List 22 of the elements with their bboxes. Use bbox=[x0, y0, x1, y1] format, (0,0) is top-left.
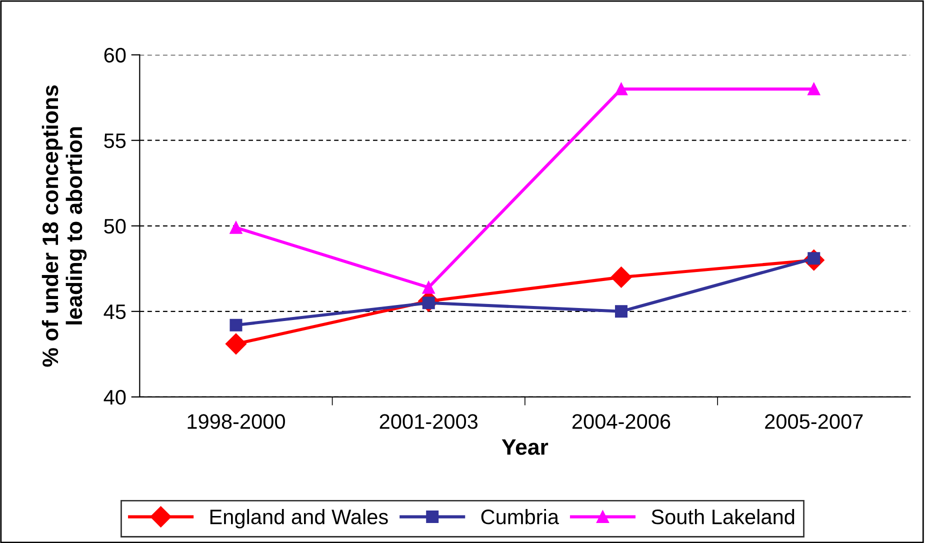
y-tick-label: 50 bbox=[104, 218, 126, 234]
point bbox=[615, 305, 628, 318]
legend-label: Cumbria bbox=[481, 508, 559, 524]
point bbox=[610, 266, 632, 288]
y-axis-title: % of under 18 conceptions leading to abortion bbox=[42, 85, 87, 367]
point bbox=[422, 281, 435, 294]
legend-label: England and Wales bbox=[210, 508, 388, 528]
point bbox=[808, 82, 820, 96]
x-tick-label: 2005-2007 bbox=[765, 414, 863, 429]
y-tick-label: 45 bbox=[104, 304, 126, 320]
y-tick-label: 55 bbox=[104, 134, 126, 148]
x-tick-label: 2001-2003 bbox=[380, 414, 478, 429]
x-axis-title: Year bbox=[502, 439, 548, 455]
legend-label: South Lakeland bbox=[652, 508, 794, 524]
point bbox=[615, 82, 628, 96]
y-tick-label: 60 bbox=[104, 48, 126, 63]
y-tick-label: 40 bbox=[104, 390, 126, 405]
point bbox=[230, 318, 242, 332]
point bbox=[225, 333, 247, 354]
x-tick-label: 2004-2006 bbox=[572, 414, 670, 429]
point bbox=[230, 221, 242, 234]
x-tick-label: 1998-2000 bbox=[188, 414, 285, 429]
